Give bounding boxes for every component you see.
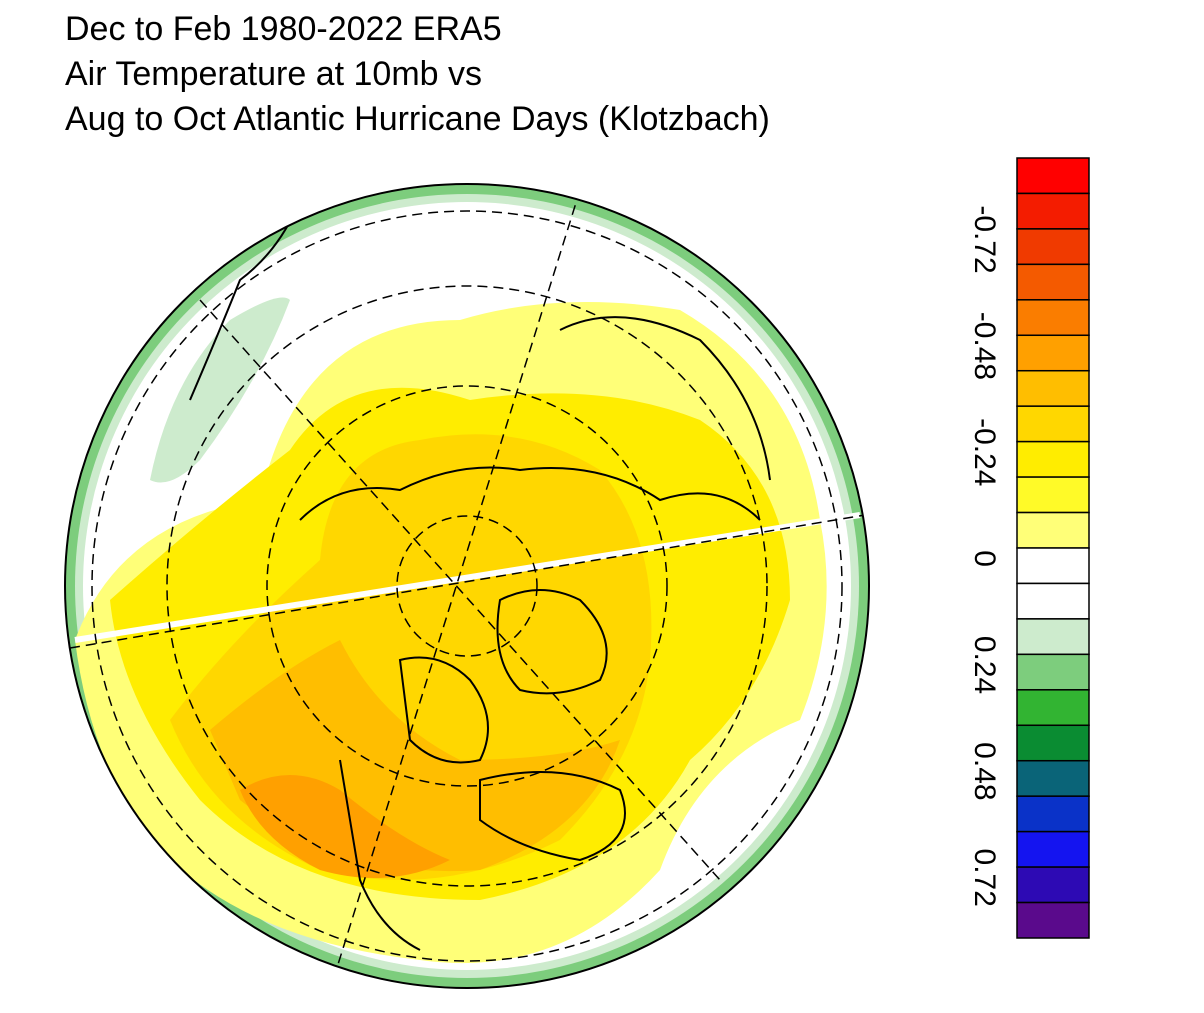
colorbar-swatch bbox=[1016, 830, 1090, 868]
colorbar-label: -0.24 bbox=[968, 418, 1001, 486]
colorbar-swatch bbox=[1016, 263, 1090, 301]
colorbar-swatch bbox=[1016, 440, 1090, 478]
colorbar-label: -0.72 bbox=[968, 205, 1001, 273]
title-line: Aug to Oct Atlantic Hurricane Days (Klot… bbox=[65, 100, 770, 138]
colorbar-swatch bbox=[1016, 689, 1090, 727]
title-line: Dec to Feb 1980-2022 ERA5 bbox=[65, 10, 502, 48]
colorbar-swatch bbox=[1016, 334, 1090, 372]
colorbar-swatch bbox=[1016, 653, 1090, 691]
colorbar-swatch bbox=[1016, 866, 1090, 904]
colorbar-swatch bbox=[1016, 157, 1090, 195]
map bbox=[64, 183, 870, 989]
title: Dec to Feb 1980-2022 ERA5 Air Temperature… bbox=[65, 10, 770, 138]
colorbar-swatch bbox=[1016, 405, 1090, 443]
colorbar-swatch bbox=[1016, 369, 1090, 407]
colorbar-label: 0.72 bbox=[968, 849, 1001, 907]
colorbar-label: -0.48 bbox=[968, 312, 1001, 380]
colorbar-swatch bbox=[1016, 299, 1090, 337]
colorbar-label: 0 bbox=[968, 550, 1001, 567]
colorbar-label: 0.24 bbox=[968, 636, 1001, 694]
colorbar-swatch bbox=[1016, 724, 1090, 762]
colorbar-label: 0.48 bbox=[968, 742, 1001, 800]
colorbar-swatch bbox=[1016, 795, 1090, 833]
colorbar: -0.72 -0.48 -0.24 0 0.24 0.48 0.72 bbox=[968, 157, 1090, 939]
colorbar-swatch bbox=[1016, 618, 1090, 656]
colorbar-swatch bbox=[1016, 759, 1090, 797]
colorbar-swatch bbox=[1016, 511, 1090, 549]
title-line: Air Temperature at 10mb vs bbox=[65, 55, 482, 93]
colorbar-swatch bbox=[1016, 476, 1090, 514]
colorbar-swatch bbox=[1016, 582, 1090, 620]
colorbar-swatch bbox=[1016, 228, 1090, 266]
colorbar-swatch bbox=[1016, 901, 1090, 939]
colorbar-swatch bbox=[1016, 547, 1090, 585]
colorbar-swatch bbox=[1016, 192, 1090, 230]
